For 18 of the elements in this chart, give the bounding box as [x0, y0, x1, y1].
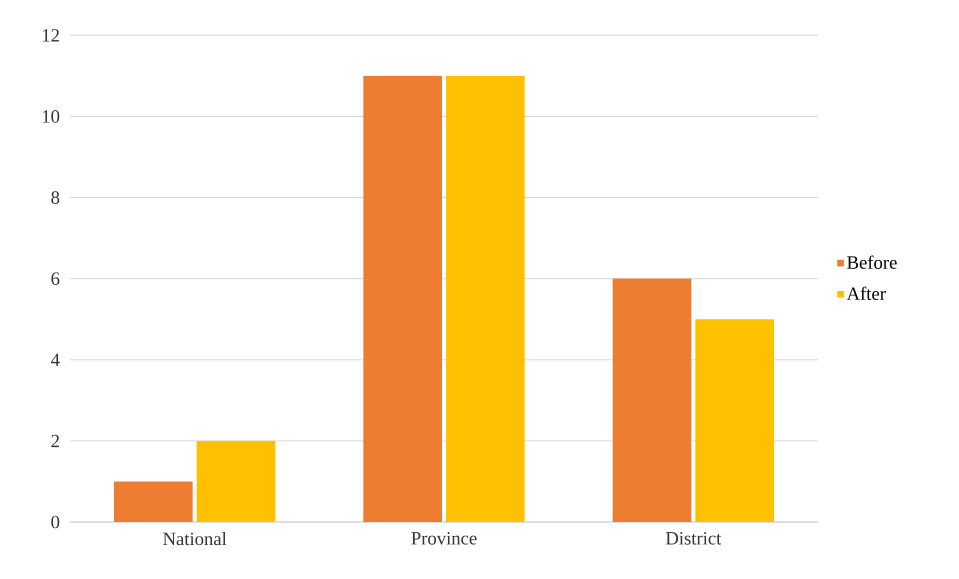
x-tick-label: District [666, 532, 722, 545]
bar [446, 76, 525, 522]
bar [612, 278, 692, 522]
x-tick-label: National [163, 532, 226, 546]
y-tick-label: 0 [51, 516, 60, 528]
legend-label: After [846, 286, 886, 300]
y-tick-label: 6 [51, 272, 60, 285]
y-tick-label: 2 [51, 434, 59, 448]
y-tick-label: 4 [50, 354, 60, 366]
x-tick-label: Province [411, 532, 477, 545]
bar [363, 76, 442, 522]
legend-label: Before [847, 256, 897, 269]
y-tick-label: 10 [42, 110, 60, 123]
y-tick-label: 12 [42, 29, 59, 42]
bar [196, 440, 276, 522]
y-tick-label: 8 [51, 191, 60, 204]
bar [695, 319, 774, 522]
bar [114, 481, 193, 522]
